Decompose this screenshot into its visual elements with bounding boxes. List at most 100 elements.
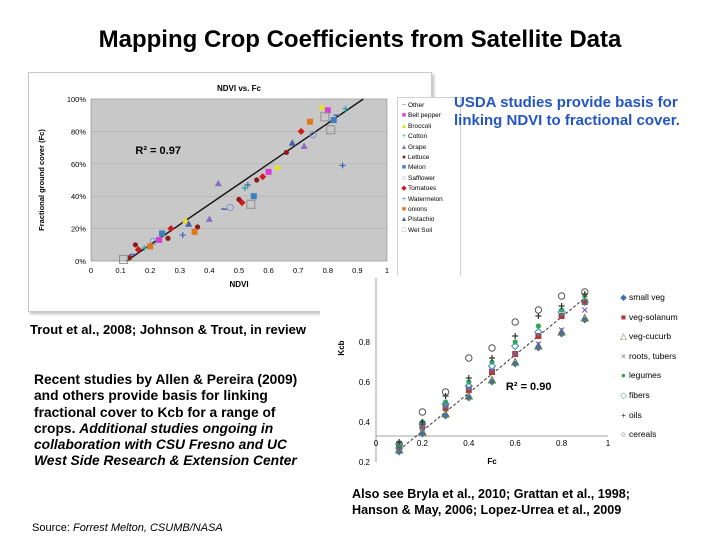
x-tick-label: 0.5 [234, 266, 244, 275]
data-point [418, 427, 427, 436]
data-point [265, 168, 272, 175]
data-point [418, 408, 427, 416]
y-tick-label: 60% [71, 160, 86, 169]
legend-label: Safflower [408, 174, 435, 182]
source-prefix: Source: [32, 522, 73, 534]
data-point [126, 255, 133, 261]
legend-label: Other [408, 102, 425, 109]
data-point [419, 419, 426, 425]
data-point [241, 185, 248, 192]
data-point [581, 291, 588, 297]
y-axis-label: Fractional ground cover (Fc) [37, 129, 46, 231]
data-point [236, 196, 242, 203]
data-point [488, 344, 496, 352]
data-point [418, 419, 427, 429]
legend-label: veg-solanum [629, 311, 678, 322]
data-point [165, 235, 171, 241]
data-point [396, 445, 403, 451]
legend-item: × roots, tubers [618, 347, 678, 367]
legend-label: Cotton [408, 133, 428, 141]
data-point [557, 292, 566, 300]
data-point [119, 254, 129, 264]
legend-marker: ■ [620, 311, 627, 322]
data-point [194, 224, 201, 230]
legend-label: fibers [629, 389, 650, 400]
data-point [185, 220, 193, 227]
y-tick-label: 80% [71, 127, 86, 136]
fc-kcb-plot: 0.2 0.4 0.6 0.8 0 0.2 0.4 0.6 0.8 1 Fc Kcb R² = 0.90 [337, 278, 611, 467]
usda-statement: USDA studies provide basis for linking N… [454, 94, 680, 129]
data-point [465, 354, 473, 362]
x-tick-label: 0.2 [145, 266, 155, 275]
data-point [535, 341, 542, 347]
data-point [489, 369, 495, 375]
legend-label: Lettuce [408, 154, 430, 162]
data-point [244, 181, 251, 188]
data-point [396, 439, 403, 445]
data-point [288, 139, 296, 146]
legend-marker: □ [401, 226, 407, 234]
data-point [558, 303, 565, 309]
legend-item: + Watermelon [400, 195, 458, 205]
trendline [126, 98, 364, 262]
data-point [487, 361, 497, 371]
chart-title: NDVI vs. Fc [217, 84, 262, 93]
legend-label: Watermelon [408, 195, 443, 203]
data-point [339, 162, 346, 169]
data-point [307, 118, 314, 125]
legend-marker: + [621, 409, 626, 420]
reference-line-2: Hanson & May, 2006; Lopez-Urrea et al., … [352, 503, 622, 517]
data-point [511, 318, 519, 326]
legend-label: Melon [408, 164, 426, 172]
x-axis-label: Fc [487, 457, 497, 466]
legend-item: ▲Grape [400, 143, 458, 153]
data-point [559, 307, 565, 313]
legend-marker: ▲ [400, 122, 408, 130]
legend-marker: ▲ [400, 143, 408, 151]
data-point [464, 381, 474, 391]
legend-label: small veg [629, 292, 665, 302]
reference-trout: Trout et al., 2008; Johnson & Trout, in … [30, 322, 306, 337]
y-tick-label: 0.4 [359, 418, 371, 427]
legend-marker: ◇ [620, 389, 627, 400]
legend-item: − Other [400, 101, 458, 111]
legend-label: Pistachio [408, 216, 435, 224]
data-point [535, 313, 542, 319]
legend-item: ○ Safflower [400, 174, 458, 184]
legend-label: onions [408, 206, 428, 214]
legend-item: ◆ small veg [618, 288, 678, 308]
data-point [395, 440, 403, 448]
legend-item: ○ cereals [618, 425, 678, 445]
slide-title: Mapping Crop Coefficients from Satellite… [98, 26, 622, 53]
y-axis-label: Kcb [337, 340, 346, 355]
data-point [419, 423, 426, 429]
legend-item: ◇ fibers [618, 386, 678, 406]
ndvi-fc-chart: 0% 20% 40% 60% 80% 100% 0 0.1 0.2 0.3 0.4 0.5 0.6 0.7… [28, 72, 461, 347]
data-point [318, 103, 326, 111]
y-tick-label: 0.6 [359, 378, 371, 387]
legend-label: Tomatoes [408, 185, 437, 193]
data-point [441, 409, 450, 418]
data-point [581, 288, 589, 296]
legend-item: ■ Bell pepper [400, 111, 458, 121]
data-point [489, 355, 495, 361]
data-point [141, 245, 148, 252]
legend-item: △ veg-cucurb [618, 327, 678, 347]
data-point [441, 399, 450, 409]
x-tick-label: 0.6 [510, 439, 522, 448]
legend-marker: ◆ [401, 185, 407, 193]
data-point [534, 306, 543, 314]
x-tick-label: 0 [89, 266, 93, 275]
recent-studies-italic: Additional studies ongoing in collaborat… [34, 420, 297, 469]
data-point [342, 105, 349, 112]
legend-item: ■ Melon [400, 163, 458, 173]
data-point [487, 375, 497, 384]
data-point [534, 327, 543, 337]
legend-marker: + [401, 133, 407, 141]
data-point [535, 323, 541, 329]
data-point [557, 307, 566, 317]
legend-marker: ■ [401, 164, 407, 172]
data-point [326, 125, 336, 135]
plot-area [90, 98, 388, 262]
y-tick-label: 40% [71, 192, 86, 201]
